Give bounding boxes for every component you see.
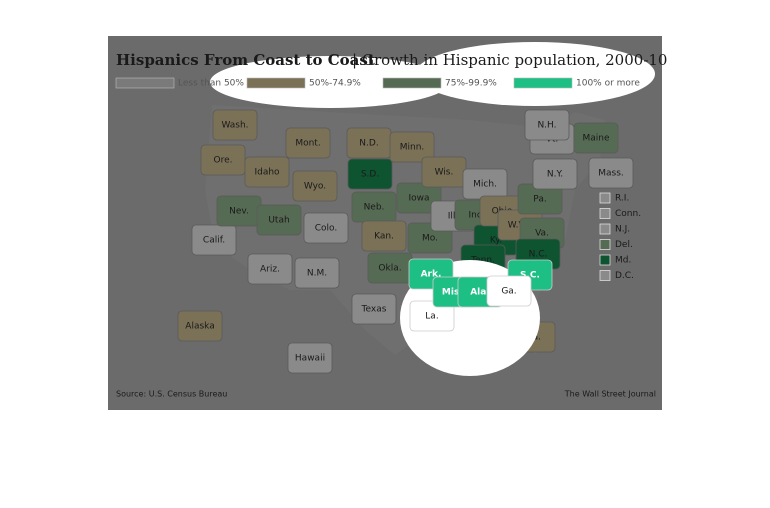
state-label: N.H.	[537, 121, 556, 131]
state-shape	[532, 158, 578, 190]
legend-label: Less than 50%	[178, 79, 244, 89]
state-label: Ore.	[214, 156, 233, 166]
highlight	[210, 56, 450, 108]
legend-swatch	[382, 77, 442, 89]
state-label: Ark.	[421, 270, 442, 280]
state-label: Pa.	[533, 195, 546, 205]
state-label: Ill.	[448, 212, 459, 222]
highlighted-states: Ark. La. Miss. Ala. S.C. Ga.	[408, 258, 553, 332]
small-state-label: Del.	[615, 240, 633, 250]
state-label: Ky.	[490, 236, 502, 246]
state-label: Mass.	[598, 169, 624, 179]
state-label: Mont.	[295, 139, 320, 149]
state-label: Mich.	[473, 180, 497, 190]
state-shape	[294, 257, 340, 289]
state-label: Iowa	[408, 194, 429, 204]
state-label: Miss.	[442, 288, 468, 298]
state-label: Ariz.	[260, 265, 280, 275]
state-label: Minn.	[400, 143, 425, 153]
state-label: Nev.	[229, 207, 249, 217]
small-state-label: R.I.	[615, 194, 629, 204]
state-shape	[247, 253, 293, 285]
state-label: Colo.	[315, 224, 338, 234]
state-label: Hawaii	[295, 354, 325, 364]
separator: |	[352, 51, 357, 69]
highlight	[415, 42, 655, 106]
state-shape	[177, 310, 223, 342]
small-state-label: Conn.	[615, 209, 641, 219]
state-label: La.	[425, 312, 438, 322]
state-label: Okla.	[378, 264, 401, 274]
state-shape	[244, 156, 290, 188]
state-label: Ind.	[469, 211, 486, 221]
state-shape	[347, 158, 393, 190]
legend-label: 50%-74.9%	[309, 79, 361, 89]
state-shape	[191, 224, 237, 256]
state-shape	[486, 275, 532, 307]
state-shape	[285, 127, 331, 159]
state-label: Tenn.	[470, 256, 495, 266]
state-label: Maine	[582, 134, 609, 144]
state-shape	[573, 122, 619, 154]
state-label: Va.	[535, 229, 549, 239]
state-label: Mo.	[422, 234, 438, 244]
states: Wash. Ore. Calif. Nev. Idaho Mont. Wyo. Utah Ari…	[177, 109, 641, 374]
state-shape	[292, 170, 338, 202]
small-state-box	[599, 270, 611, 281]
state-label: N.Y.	[547, 170, 563, 180]
state-label: Kan.	[374, 232, 394, 242]
small-state-label: N.J.	[615, 225, 630, 235]
state-label: Wash.	[221, 121, 248, 131]
state-shape	[361, 220, 407, 252]
small-state-box	[599, 192, 611, 204]
credit: The Wall Street Journal	[564, 390, 656, 399]
state-shape	[256, 204, 302, 236]
state-label: Ga.	[501, 287, 516, 297]
legend-label: 100% or more	[576, 79, 640, 89]
state-label: Utah	[268, 216, 289, 226]
small-state-box	[599, 223, 611, 235]
small-state-box	[599, 208, 611, 219]
state-shape	[524, 109, 570, 141]
state-label: Wis.	[435, 168, 454, 178]
legend-swatch	[246, 77, 306, 89]
state-shape	[389, 131, 435, 163]
state-label: S.D.	[361, 170, 379, 180]
small-state-box	[599, 254, 611, 266]
title: Hispanics From Coast to Coast	[116, 51, 375, 69]
state-label: N.D.	[359, 139, 378, 149]
state-shape	[287, 342, 333, 374]
legend-swatch	[513, 77, 573, 89]
state-label: Texas	[361, 305, 387, 315]
state-shape	[396, 182, 442, 214]
state-label: S.C.	[520, 271, 540, 281]
state-shape	[212, 109, 258, 141]
state-label: Ala.	[470, 288, 490, 298]
subtitle: Growth in Hispanic population, 2000-10	[362, 51, 667, 69]
state-label: Neb.	[364, 203, 385, 213]
state-shape	[409, 300, 455, 332]
state-label: Idaho	[254, 168, 280, 178]
state-shape	[351, 293, 397, 325]
legend: Less than 50% 50%-74.9% 75%-99.9% 100% or m…	[115, 77, 640, 89]
state-shape	[588, 157, 634, 189]
state-label: N.C.	[529, 250, 548, 260]
state-shape	[303, 212, 349, 244]
state-label: Wyo.	[304, 182, 326, 192]
small-state-label: D.C.	[615, 271, 634, 281]
legend-label: 75%-99.9%	[445, 79, 497, 89]
state-label: Calif.	[203, 236, 225, 246]
state-label: Alaska	[185, 322, 214, 332]
source: Source: U.S. Census Bureau	[116, 390, 227, 399]
state-label: N.M.	[307, 269, 327, 279]
small-state-box	[599, 239, 611, 250]
small-state-label: Md.	[615, 256, 631, 266]
legend-swatch	[115, 77, 175, 89]
